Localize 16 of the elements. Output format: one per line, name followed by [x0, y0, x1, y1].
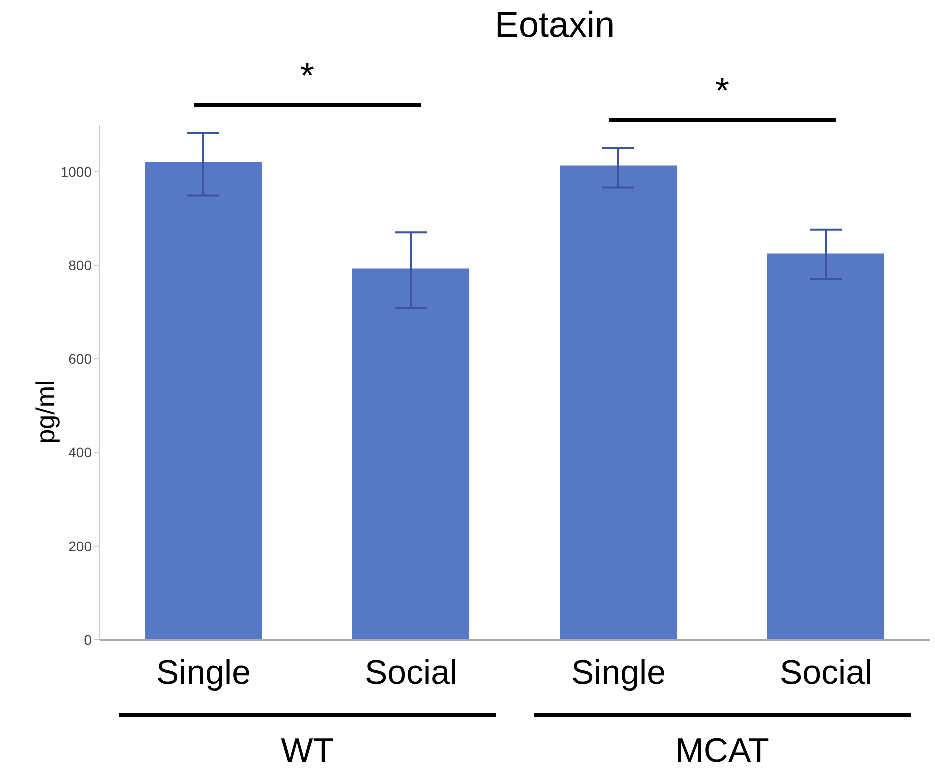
y-tick-label: 400 — [68, 444, 92, 461]
x-tick-label: Single — [156, 654, 252, 692]
y-tick-label: 200 — [68, 538, 92, 554]
y-axis-title: pg/ml — [30, 380, 62, 444]
y-tick-label: 800 — [68, 257, 92, 274]
chart-title: Eotaxin — [494, 4, 616, 46]
text: * — [299, 54, 316, 97]
y-tick-label: 1000 — [60, 164, 92, 180]
text: WT — [280, 732, 335, 771]
y-tick-label: 0 — [84, 632, 92, 648]
text: MCAT — [674, 732, 770, 771]
text: * — [714, 70, 730, 112]
x-tick-label: Social — [364, 654, 458, 692]
y-tick-label: 600 — [68, 351, 92, 368]
x-tick-label: Social — [780, 654, 873, 692]
x-tick-label: Single — [571, 654, 666, 692]
